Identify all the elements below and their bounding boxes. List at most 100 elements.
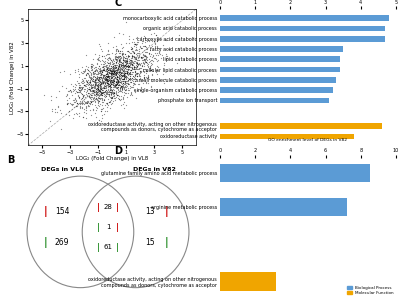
Point [135, 61, 141, 66]
Point [120, 78, 126, 83]
Point [98, 86, 104, 91]
Point [96, 79, 103, 84]
Point [141, 35, 148, 40]
Point [112, 83, 118, 88]
Point [161, 80, 168, 85]
Point [104, 83, 110, 88]
Point [107, 61, 113, 65]
Point [72, 87, 78, 92]
Point [143, 80, 150, 85]
Point [105, 77, 111, 82]
Point [108, 78, 114, 83]
Text: 269: 269 [55, 238, 69, 247]
Point [121, 72, 127, 77]
Point [92, 83, 98, 88]
Point [100, 79, 106, 84]
Point [159, 53, 166, 58]
Point [122, 72, 128, 77]
Point [114, 77, 120, 82]
Point [70, 98, 77, 103]
Point [108, 78, 114, 82]
Point [86, 101, 92, 105]
Point [116, 73, 122, 78]
Point [131, 67, 137, 72]
Point [112, 82, 119, 87]
Point [109, 68, 115, 72]
Point [122, 81, 129, 85]
Point [131, 88, 138, 93]
Point [122, 88, 128, 92]
Point [112, 76, 118, 81]
Point [116, 76, 123, 81]
Point [101, 54, 108, 59]
Bar [220, 25, 386, 31]
Point [78, 97, 84, 102]
Point [122, 74, 129, 79]
Point [154, 59, 160, 64]
Point [135, 54, 141, 59]
Point [126, 63, 132, 68]
Point [92, 77, 98, 82]
Point [92, 80, 98, 85]
Point [97, 118, 104, 123]
Point [108, 75, 114, 80]
Point [112, 71, 118, 76]
Point [109, 82, 115, 86]
Point [129, 61, 136, 66]
Point [54, 109, 60, 114]
Point [152, 52, 159, 57]
Point [124, 58, 130, 63]
Point [117, 98, 124, 102]
Point [131, 50, 138, 55]
Point [140, 75, 147, 80]
Point [98, 68, 104, 72]
Point [100, 76, 107, 81]
Point [81, 97, 87, 102]
Point [108, 100, 115, 105]
Point [139, 45, 145, 50]
Point [124, 66, 130, 71]
Point [142, 53, 148, 58]
Point [106, 78, 112, 83]
Point [94, 72, 100, 77]
Point [101, 98, 107, 103]
Point [93, 114, 99, 119]
Point [92, 92, 99, 97]
Point [107, 89, 113, 94]
Point [103, 69, 109, 74]
Point [98, 109, 104, 114]
Point [133, 56, 139, 61]
Point [137, 43, 144, 48]
Point [91, 95, 98, 100]
Point [126, 60, 132, 65]
Point [126, 76, 132, 81]
Point [102, 92, 109, 97]
Point [114, 68, 120, 73]
Point [109, 69, 116, 74]
Point [116, 86, 123, 91]
Point [139, 41, 146, 46]
Point [107, 80, 114, 85]
Point [103, 56, 110, 61]
Point [64, 101, 70, 105]
Point [110, 99, 116, 104]
Point [70, 102, 76, 107]
Point [99, 70, 105, 75]
Point [98, 91, 104, 96]
Point [102, 76, 109, 81]
Point [104, 78, 110, 83]
Point [138, 85, 144, 90]
Point [106, 92, 112, 96]
Point [104, 90, 111, 95]
Point [64, 102, 70, 106]
Point [139, 64, 146, 69]
Bar [220, 15, 389, 21]
Point [114, 70, 120, 75]
Point [92, 90, 99, 95]
Point [119, 74, 125, 79]
Point [105, 68, 112, 73]
Point [110, 59, 117, 64]
Point [99, 79, 105, 84]
Point [112, 61, 119, 66]
Point [129, 54, 135, 59]
